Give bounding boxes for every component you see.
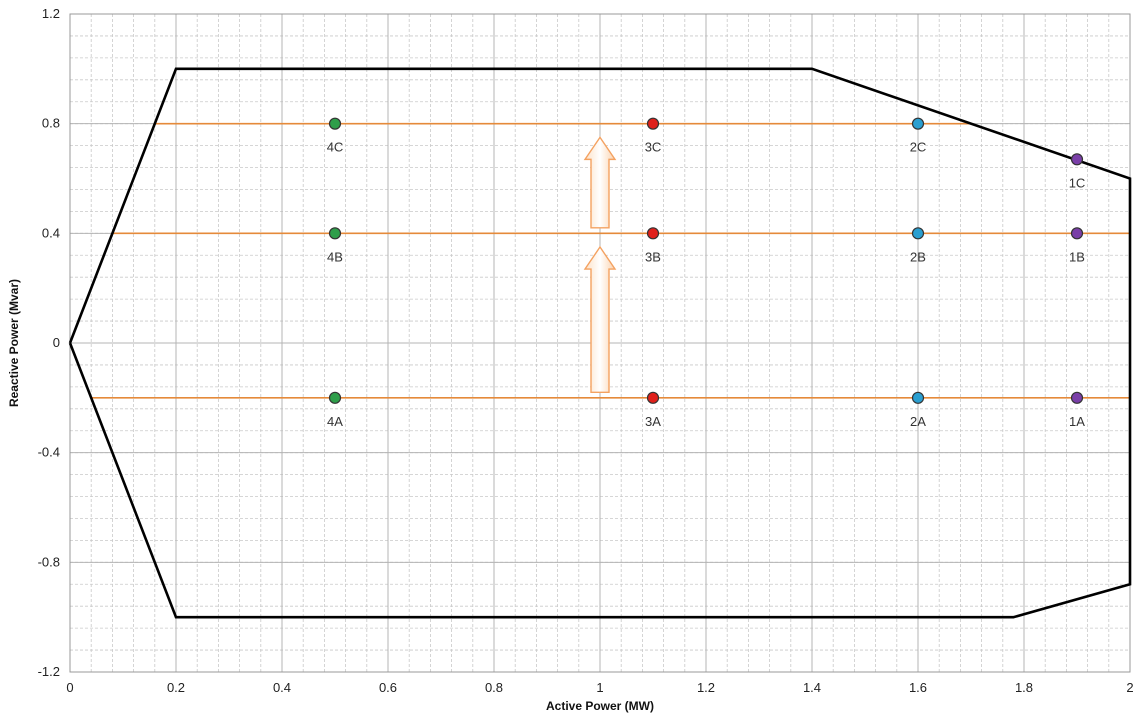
data-point [911,391,925,404]
x-tick-label: 1.8 [1015,680,1033,695]
data-point [1070,391,1084,404]
data-point [328,227,342,240]
y-tick-label: -1.2 [38,664,60,679]
point-label: 3C [645,140,662,155]
point-label: 1B [1069,249,1085,264]
data-point [1070,153,1084,166]
data-point [646,117,660,130]
x-tick-label: 1.2 [697,680,715,695]
x-tick-label: 1 [596,680,603,695]
y-tick-label: 0.8 [42,116,60,131]
y-tick-labels: -1.2 -0.8 -0.4 0 0.4 0.8 1.2 [38,6,60,679]
x-axis-title: Active Power (MW) [546,699,654,713]
up-arrow [583,245,617,394]
data-point [1070,227,1084,240]
x-tick-label: 0.8 [485,680,503,695]
point-label: 3A [645,414,661,429]
point-label: 4A [327,414,343,429]
y-tick-label: 0.4 [42,225,60,240]
x-tick-label: 0 [66,680,73,695]
data-point [646,227,660,240]
point-label: 2C [910,140,927,155]
point-label: 2A [910,414,926,429]
x-tick-label: 1.4 [803,680,821,695]
capability-curve [68,67,1132,619]
y-tick-label: -0.4 [38,445,60,460]
x-tick-label: 0.4 [273,680,291,695]
y-tick-label: 0 [53,335,60,350]
data-point [328,117,342,130]
point-label: 4B [327,249,343,264]
point-label: 1A [1069,414,1085,429]
y-tick-label: -0.8 [38,554,60,569]
point-label: 4C [327,140,344,155]
x-tick-labels: 0 0.2 0.4 0.6 0.8 1 1.2 1.4 1.6 1.8 2 [66,680,1133,695]
x-tick-label: 0.2 [167,680,185,695]
data-point [911,117,925,130]
x-tick-label: 0.6 [379,680,397,695]
point-label: 3B [645,249,661,264]
point-labels: 4A 4B 4C 3A 3B 3C 2A 2B 2C 1A 1B 1C [327,140,1086,429]
reference-lines [91,122,1130,399]
x-tick-label: 1.6 [909,680,927,695]
point-label: 2B [910,249,926,264]
point-label: 1C [1069,175,1086,190]
x-tick-label: 2 [1126,680,1133,695]
data-point [911,227,925,240]
capability-curve-line [68,67,1132,619]
arrows [583,136,617,394]
up-arrow [583,136,617,229]
y-tick-label: 1.2 [42,6,60,21]
data-point [646,391,660,404]
data-point [328,391,342,404]
data-points [328,117,1084,404]
y-axis-title: Reactive Power (Mvar) [7,279,21,407]
